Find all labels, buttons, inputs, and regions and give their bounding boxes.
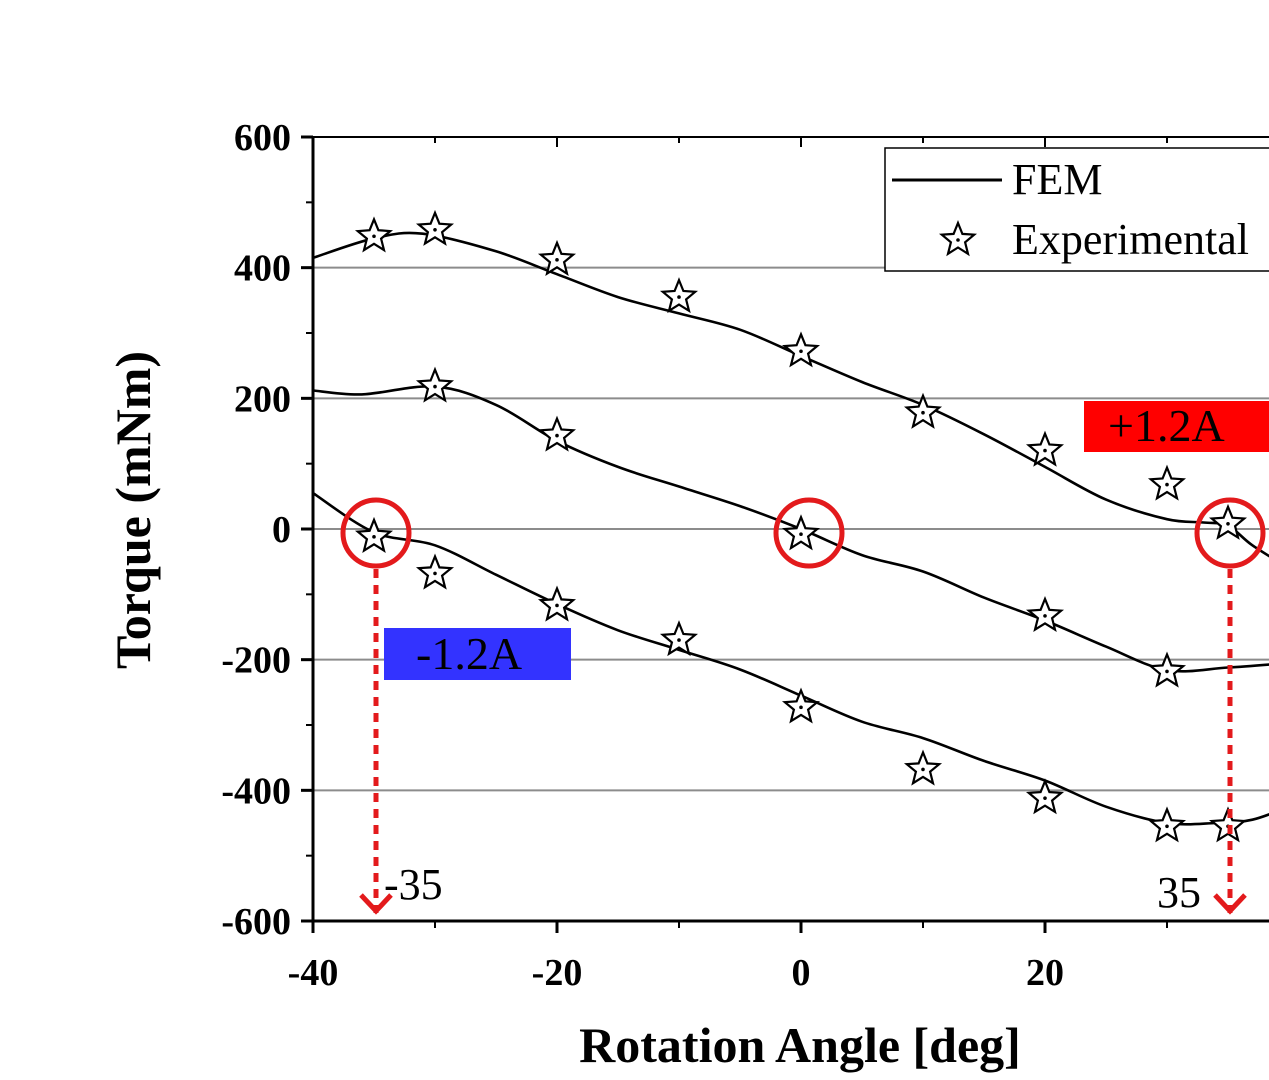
legend-star-icon [938, 220, 978, 257]
annotations: -35 35 +1.2A -1.2A [340, 400, 1269, 917]
highlight-circle [773, 497, 845, 569]
experimental-point [354, 216, 394, 253]
experimental-point [537, 415, 577, 452]
experimental-point [1025, 595, 1065, 632]
experimental-point [537, 585, 577, 622]
x-tick-label: -20 [532, 952, 583, 994]
y-tick-label: 200 [234, 378, 291, 420]
experimental-point [903, 392, 943, 429]
experimental-point [1147, 806, 1187, 843]
y-axis-title: Torque (mNm) [105, 351, 161, 669]
highlight-circle [340, 497, 412, 569]
y-tick-label: 600 [234, 117, 291, 159]
experimental-point [1147, 464, 1187, 501]
legend: FEM Experimental [884, 147, 1269, 272]
y-tick-label: -200 [221, 640, 291, 682]
experimental-point [781, 687, 821, 724]
experimental-point [1208, 503, 1248, 540]
left-angle-label: -35 [384, 860, 443, 909]
legend-exp-label: Experimental [1012, 215, 1249, 264]
experimental-point [415, 209, 455, 246]
highlight-circle [1194, 497, 1266, 569]
experimental-point [537, 239, 577, 276]
x-tick-label: -40 [288, 952, 339, 994]
experimental-point [415, 366, 455, 403]
x-tick-label: 20 [1026, 952, 1064, 994]
experimental-point [903, 749, 943, 786]
x-axis-title: Rotation Angle [deg] [579, 1017, 1021, 1073]
experimental-point [1025, 430, 1065, 467]
y-tick-label: 0 [272, 509, 291, 551]
legend-fem-label: FEM [1012, 155, 1102, 204]
experimental-point [1025, 778, 1065, 815]
y-tick-label: -600 [221, 901, 291, 943]
experimental-point [354, 516, 394, 553]
arrow-head [1213, 893, 1247, 915]
legend-exp-swatch [938, 220, 978, 257]
neg-current-badge [384, 628, 571, 680]
pos-current-badge [1084, 401, 1269, 452]
x-tick-label: 0 [792, 952, 811, 994]
experimental-point [659, 277, 699, 314]
experimental-markers [354, 209, 1248, 843]
pos-current-label: +1.2A [1108, 400, 1225, 451]
experimental-point [781, 331, 821, 368]
y-tick-label: -400 [221, 770, 291, 812]
experimental-point [781, 514, 821, 551]
experimental-point [415, 553, 455, 590]
experimental-point [1147, 651, 1187, 688]
experimental-point [659, 620, 699, 657]
arrow-head [359, 893, 393, 915]
y-tick-label: 400 [234, 248, 291, 290]
right-angle-label: 35 [1157, 868, 1201, 917]
neg-current-label: -1.2A [416, 628, 522, 679]
